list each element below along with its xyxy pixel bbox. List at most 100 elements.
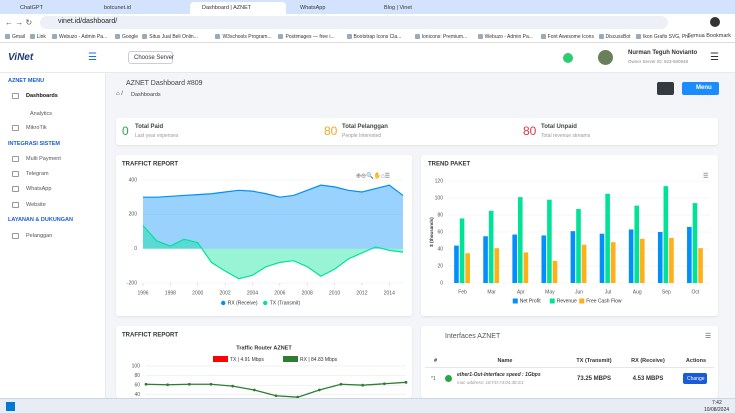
y-tick-label: -200 (127, 280, 137, 286)
toolbar-icon: ☰ (703, 173, 708, 180)
bar (541, 235, 547, 283)
point (187, 382, 191, 386)
menu-item[interactable]: WhatsApp (26, 186, 52, 192)
y-tick-label: 60 (134, 383, 140, 389)
interfaces-card: Interfaces AZNET ☰ # Name TX (Transmit) RX … (421, 326, 718, 398)
bookmark[interactable]: DiscussBot (605, 33, 631, 40)
y-tick-label: 0 (134, 246, 137, 252)
breadcrumb-home[interactable]: ⌂ / (116, 91, 123, 97)
tab[interactable]: botcunet.id (92, 2, 172, 14)
x-tick-label: 2000 (192, 290, 203, 296)
menu-button[interactable]: Menu (682, 82, 719, 95)
tab[interactable]: Blog | Vinet (372, 2, 452, 14)
bookmark[interactable]: Font Awesome Icons (547, 33, 594, 40)
point (382, 382, 386, 386)
legend-label: TX (Transmit) (270, 301, 301, 307)
line (142, 225, 404, 280)
tab[interactable]: Dashboard | AZNET (190, 2, 286, 14)
bookmark[interactable]: Ikon Grafis SVG, Phi... (643, 33, 694, 40)
legend-label: TX | 4.91 Mbps (230, 357, 264, 363)
bookmark-icon (477, 34, 483, 39)
notification-bell[interactable] (563, 53, 573, 63)
x-tick-label: 2014 (384, 290, 395, 296)
x-tick-label: Apr (517, 289, 525, 295)
bookmark[interactable]: Webuzo - Admin Pa... (58, 33, 108, 40)
y-tick-label: 40 (134, 392, 140, 398)
all-bookmarks[interactable]: Semua Bookmark (687, 33, 731, 39)
bar (640, 238, 645, 283)
point (144, 382, 148, 386)
server-button[interactable]: Choose Server (128, 51, 174, 64)
add-user-button[interactable] (657, 82, 674, 95)
tab-label: Blog | Vinet (384, 5, 412, 11)
point (361, 383, 365, 387)
area (143, 225, 403, 279)
interface-mac: mac-address: 18:FD:74:04:3E:E1 (457, 380, 524, 385)
user-role: Owner Server ID: 923-560948 (628, 59, 689, 64)
menu-item[interactable]: Dashboards (26, 93, 58, 99)
bookmark[interactable]: W3schools Program... (222, 33, 272, 40)
bookmark[interactable]: Bootstrap Icons Cla... (353, 33, 402, 40)
profile-icon[interactable] (710, 17, 720, 27)
chart-title: TRAFFICT REPORT (122, 333, 178, 339)
bar (523, 252, 529, 283)
legend-label: RX (Receive) (228, 301, 258, 307)
user-name[interactable]: Nurman Teguh Novianto (628, 50, 698, 56)
y-tick-label: 40 (437, 246, 443, 252)
bookmark-icon (5, 34, 10, 39)
menu-icon (12, 202, 19, 208)
app-header: ViNet ☰ Choose Server Nurman Teguh Novia… (0, 43, 735, 73)
bookmark[interactable]: Gmail (12, 33, 26, 40)
menu-icon (12, 233, 19, 239)
bar (483, 236, 488, 283)
url-field[interactable]: vinet.id/dashboard/ (40, 16, 668, 29)
nav-icons: ← → ↻ (5, 18, 33, 27)
bar (547, 199, 552, 283)
breadcrumb[interactable]: Dashboards (131, 92, 161, 98)
stat-subtitle: People Interested (342, 133, 382, 139)
bookmark[interactable]: Link (36, 33, 46, 40)
hamburger[interactable]: ☰ (88, 52, 97, 63)
status-icon (445, 375, 452, 382)
bookmark-icon (346, 34, 352, 39)
logo[interactable]: ViNet (8, 52, 34, 63)
bar (576, 209, 581, 283)
x-tick-label: 2006 (274, 290, 285, 296)
trend-card: TREND PAKET ☰ $ (thousands) 0 20 40 60 80 100 120… (421, 155, 718, 316)
stats-card: 0 Total Paid Last year expenses 80 Total Pel… (116, 118, 718, 145)
bar (628, 229, 634, 283)
bookmark-icon (51, 34, 57, 39)
bookmarks-bar: Semua Bookmark Gmail Link Webuzo - Admin P… (0, 31, 735, 43)
toolbar-icons: ⊕⊖🔍✋⌂☰ (356, 172, 390, 180)
avatar[interactable] (598, 50, 613, 65)
menu-item[interactable]: Website (26, 202, 46, 208)
menu-icon[interactable]: ☰ (705, 333, 712, 340)
menu-item[interactable]: MikroTik (26, 125, 47, 131)
bookmark[interactable]: Ionicons: Premium... (421, 33, 468, 40)
bookmark[interactable]: Postimages — free i... (285, 33, 335, 40)
tab[interactable]: WhatsApp (288, 2, 368, 14)
change-button[interactable]: Change (683, 373, 707, 384)
bookmark-icon (636, 34, 642, 39)
bar (610, 242, 616, 283)
bar (517, 197, 523, 283)
menu-item[interactable]: Telegram (26, 171, 49, 177)
menu-item[interactable]: Multi Payment (26, 156, 61, 162)
bar (488, 210, 494, 283)
stat-title: Total Unpaid (541, 124, 577, 130)
table-title: Interfaces AZNET (445, 333, 501, 340)
bookmark[interactable]: Webuzo - Admin Pa... (484, 33, 533, 40)
menu-item[interactable]: Analytics (30, 111, 53, 117)
y-tick-label: 200 (129, 212, 138, 218)
point (339, 382, 343, 386)
menu-item[interactable]: Pelanggan (26, 233, 53, 239)
menu-button-label: Menu (696, 85, 712, 91)
menu-icon[interactable]: ☰ (710, 52, 719, 63)
start-button[interactable] (6, 402, 15, 411)
x-tick-label: Aug (633, 289, 642, 295)
bookmark[interactable]: Situs Jual Beli Onlin... (149, 33, 198, 40)
table-header: Name (497, 358, 513, 364)
bookmark[interactable]: Google (121, 33, 139, 40)
tab[interactable]: ChatGPT (8, 2, 88, 14)
